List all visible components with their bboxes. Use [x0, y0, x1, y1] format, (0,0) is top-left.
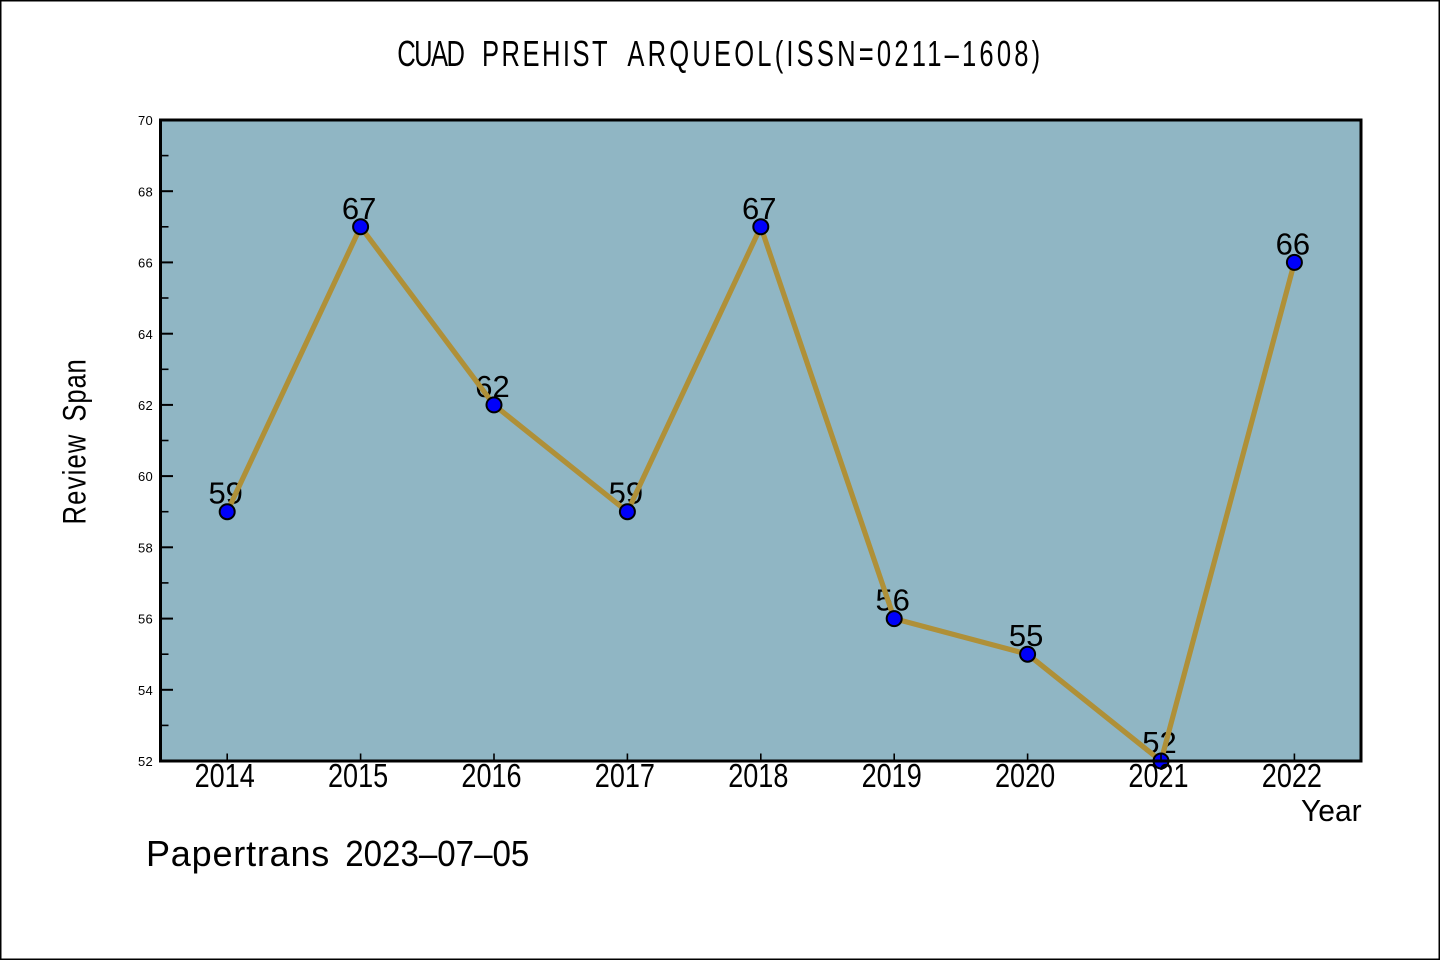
svg-text:2018: 2018 — [728, 759, 788, 795]
svg-text:2016: 2016 — [461, 759, 521, 795]
svg-text:58: 58 — [138, 540, 153, 555]
svg-text:Span: Span — [58, 358, 93, 421]
svg-text:2021: 2021 — [1128, 759, 1188, 795]
svg-text:CUAD: CUAD — [397, 34, 464, 74]
svg-text:ARQUEOL(ISSN=0211–1608): ARQUEOL(ISSN=0211–1608) — [627, 34, 1043, 74]
svg-text:2020: 2020 — [995, 759, 1055, 795]
svg-text:68: 68 — [138, 184, 153, 199]
svg-text:2019: 2019 — [862, 759, 922, 795]
svg-text:54: 54 — [138, 683, 153, 698]
svg-text:2015: 2015 — [328, 759, 388, 795]
svg-text:2017: 2017 — [595, 759, 655, 795]
svg-text:64: 64 — [138, 327, 153, 342]
svg-text:Review: Review — [58, 433, 93, 524]
svg-text:2014: 2014 — [195, 759, 255, 795]
svg-text:70: 70 — [138, 113, 153, 128]
svg-text:56: 56 — [138, 612, 153, 627]
svg-text:PREHIST: PREHIST — [482, 34, 610, 74]
svg-text:52: 52 — [138, 754, 153, 769]
svg-text:Year: Year — [1301, 794, 1362, 829]
svg-text:2022: 2022 — [1262, 759, 1322, 795]
svg-text:60: 60 — [138, 469, 153, 484]
svg-text:62: 62 — [138, 398, 153, 413]
svg-text:66: 66 — [138, 256, 153, 271]
svg-text:Papertrans: Papertrans — [146, 833, 330, 874]
svg-text:2023–07–05: 2023–07–05 — [345, 835, 529, 875]
